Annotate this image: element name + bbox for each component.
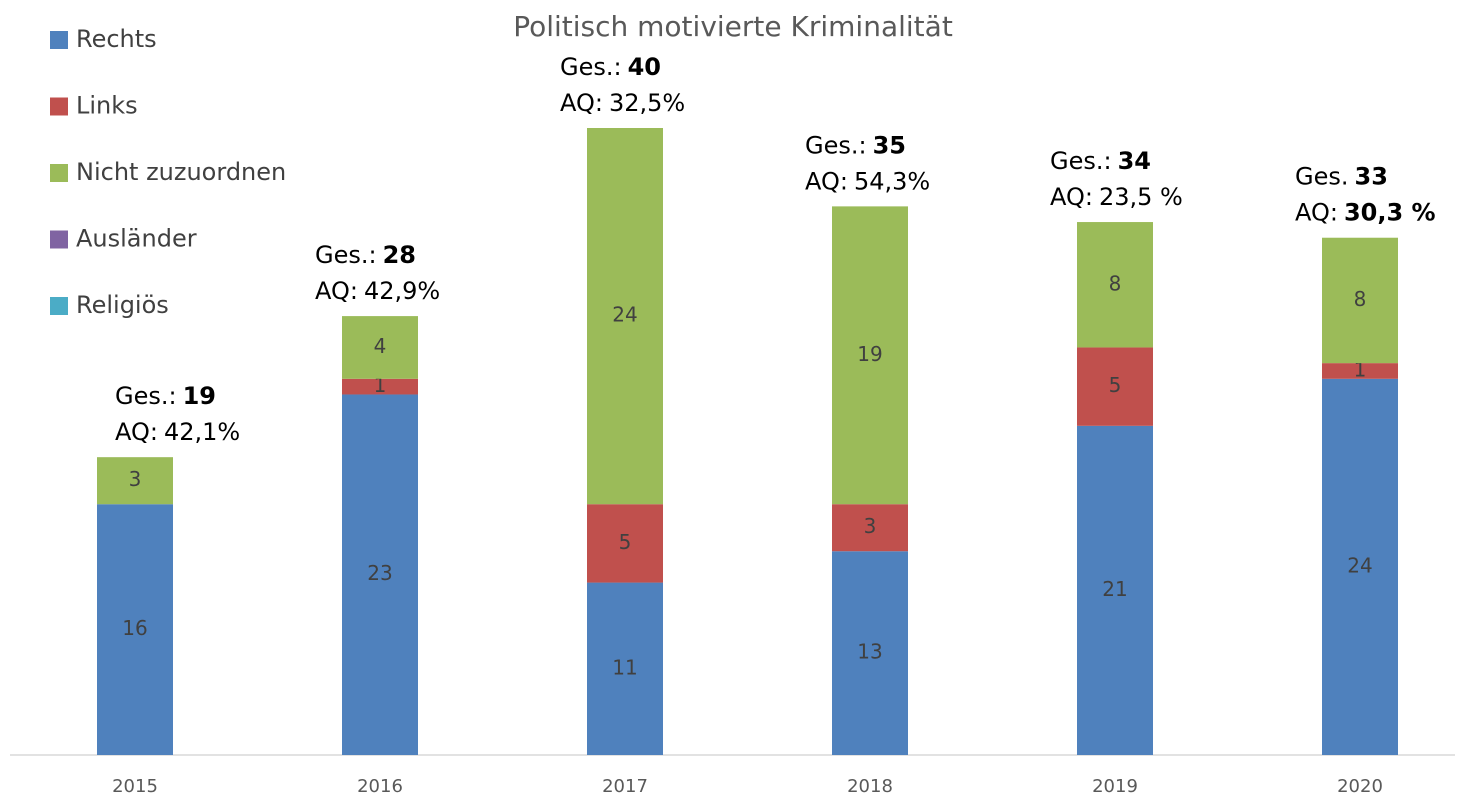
annotation-prefix: Ges.: <box>315 241 377 269</box>
annotation-aq-prefix: AQ: <box>805 167 848 195</box>
annotation: AQ: 23,5 % <box>1050 183 1183 211</box>
x-tick-label: 2020 <box>1337 776 1383 797</box>
data-label: 11 <box>612 655 637 679</box>
annotation-prefix: Ges.: <box>560 53 622 81</box>
data-label: 1 <box>1354 357 1367 381</box>
bar-segment <box>587 128 663 505</box>
annotation-aq-prefix: AQ: <box>115 418 158 446</box>
annotation: Ges.: 35 <box>805 131 906 159</box>
annotation: AQ: 42,1% <box>115 418 240 446</box>
data-label: 21 <box>1102 577 1127 601</box>
annotation-aq: 30,3 % <box>1344 199 1436 227</box>
annotation-prefix: Ges.: <box>115 382 177 410</box>
data-label: 1 <box>374 373 387 397</box>
annotation-prefix: Ges.: <box>805 131 867 159</box>
annotation-aq: 42,1% <box>164 418 240 446</box>
bar-segment <box>1322 378 1398 755</box>
annotation: AQ: 32,5% <box>560 89 685 117</box>
data-label: 3 <box>129 467 142 491</box>
bar-segment <box>342 316 418 379</box>
chart-title: Politisch motivierte Kriminalität <box>513 10 953 43</box>
legend-swatch <box>50 230 68 249</box>
annotation-aq: 42,9% <box>364 277 440 305</box>
annotation-prefix: Ges. <box>1295 163 1349 191</box>
bar-segment <box>1077 425 1153 755</box>
annotation-aq-prefix: AQ: <box>1295 199 1338 227</box>
data-label: 8 <box>1109 271 1122 295</box>
annotation: AQ: 30,3 % <box>1295 199 1436 227</box>
bar-segment <box>832 206 908 505</box>
data-label: 3 <box>864 514 877 538</box>
legend-label: Rechts <box>76 25 157 53</box>
annotation-aq-prefix: AQ: <box>1050 183 1093 211</box>
bar-segment <box>1322 237 1398 364</box>
data-label: 23 <box>367 561 392 585</box>
legend-label: Ausländer <box>76 225 197 253</box>
bar-segment <box>587 582 663 755</box>
legend-label: Religiös <box>76 291 169 319</box>
data-label: 5 <box>619 530 632 554</box>
bar-segment <box>342 378 418 395</box>
data-label: 19 <box>857 342 882 366</box>
bar-segment <box>832 551 908 755</box>
data-label: 24 <box>612 303 637 327</box>
bar-segment <box>342 394 418 755</box>
data-label: 24 <box>1347 553 1372 577</box>
annotation-aq: 32,5% <box>609 89 685 117</box>
bar-segment <box>1077 347 1153 426</box>
bar-segment <box>1077 222 1153 348</box>
bar-segment <box>587 504 663 583</box>
bar-segment <box>97 504 173 755</box>
annotation-total: 34 <box>1118 147 1151 175</box>
annotation: Ges.: 28 <box>315 241 416 269</box>
bar-segment <box>97 457 173 505</box>
data-label: 5 <box>1109 373 1122 397</box>
x-tick-label: 2019 <box>1092 776 1138 797</box>
annotation: Ges.: 34 <box>1050 147 1151 175</box>
legend-swatch <box>50 164 68 182</box>
annotation-total: 40 <box>628 53 661 81</box>
annotation-prefix: Ges.: <box>1050 147 1112 175</box>
x-tick-label: 2017 <box>602 776 648 797</box>
annotation: Ges.: 40 <box>560 53 661 81</box>
annotation-aq-prefix: AQ: <box>560 89 603 117</box>
annotation: AQ: 54,3% <box>805 167 930 195</box>
annotation-aq-prefix: AQ: <box>315 277 358 305</box>
annotation-aq: 23,5 % <box>1099 183 1183 211</box>
annotation: Ges.: 19 <box>115 382 216 410</box>
annotation-total: 28 <box>383 241 416 269</box>
annotation: AQ: 42,9% <box>315 277 440 305</box>
annotation-aq: 54,3% <box>854 167 930 195</box>
legend-label: Nicht zuzuordnen <box>76 158 286 186</box>
bar-segment <box>832 504 908 552</box>
x-tick-label: 2015 <box>112 776 158 797</box>
legend-label: Links <box>76 92 138 120</box>
annotation-total: 19 <box>183 382 216 410</box>
data-label: 13 <box>857 640 882 664</box>
bar-segment <box>1322 363 1398 379</box>
data-label: 16 <box>122 616 147 640</box>
data-label: 8 <box>1354 287 1367 311</box>
x-tick-label: 2016 <box>357 776 403 797</box>
annotation-total: 35 <box>873 131 906 159</box>
x-tick-label: 2018 <box>847 776 893 797</box>
annotation: Ges. 33 <box>1295 163 1388 191</box>
legend-swatch <box>50 31 68 49</box>
legend-swatch <box>50 297 68 315</box>
annotation-total: 33 <box>1355 163 1388 191</box>
data-label: 4 <box>374 334 387 358</box>
legend-swatch <box>50 97 68 116</box>
